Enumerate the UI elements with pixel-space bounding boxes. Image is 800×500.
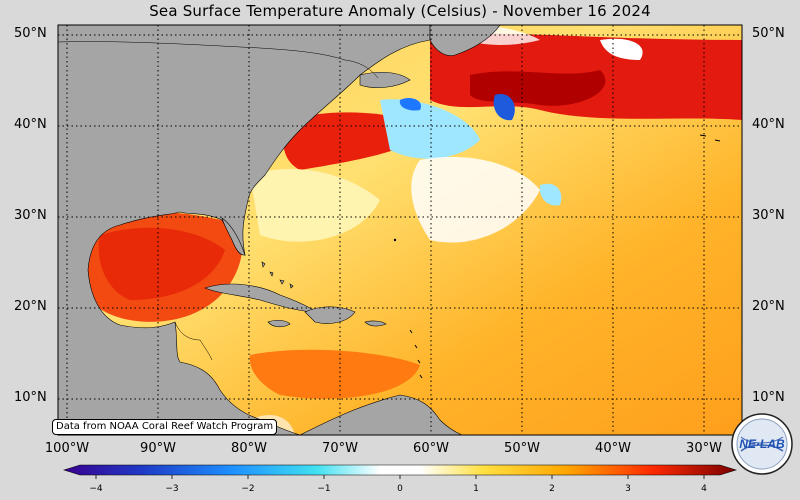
colorbar-tick-label: 1	[473, 484, 479, 494]
colorbar-tick-label: 4	[701, 484, 707, 494]
ne-lab-logo: NE·LAB	[731, 413, 793, 475]
lat-label-50n-left: 50°N	[14, 26, 47, 41]
lat-label-40n-left: 40°N	[14, 117, 47, 132]
colorbar-tick-label: −4	[89, 484, 103, 494]
colorbar-tick-label: −2	[241, 484, 255, 494]
lon-label-60w: 60°W	[413, 441, 449, 456]
lat-label-50n-right: 50°N	[752, 26, 785, 41]
lon-label-90w: 90°W	[140, 441, 176, 456]
colorbar	[62, 464, 738, 479]
lon-label-70w: 70°W	[322, 441, 358, 456]
svg-text:NE·LAB: NE·LAB	[739, 437, 785, 451]
lon-label-80w: 80°W	[231, 441, 267, 456]
lon-label-40w: 40°W	[595, 441, 631, 456]
lat-label-20n-right: 20°N	[752, 299, 785, 314]
lon-label-50w: 50°W	[504, 441, 540, 456]
lat-label-30n-right: 30°N	[752, 208, 785, 223]
colorbar-tick-label: 3	[625, 484, 631, 494]
lat-label-40n-right: 40°N	[752, 117, 785, 132]
colorbar-tick-label: −3	[165, 484, 179, 494]
lat-label-10n-left: 10°N	[14, 390, 47, 405]
lat-label-20n-left: 20°N	[14, 299, 47, 314]
colorbar-tick-label: −1	[317, 484, 331, 494]
lon-label-100w: 100°W	[44, 441, 90, 456]
lat-label-10n-right: 10°N	[752, 390, 785, 405]
colorbar-tick-label: 2	[549, 484, 555, 494]
colorbar-tick-label: 0	[397, 484, 403, 494]
map-title: Sea Surface Temperature Anomaly (Celsius…	[149, 2, 651, 20]
data-credit-label: Data from NOAA Coral Reef Watch Program	[52, 419, 278, 435]
lat-label-30n-left: 30°N	[14, 208, 47, 223]
lon-label-30w: 30°W	[686, 441, 722, 456]
